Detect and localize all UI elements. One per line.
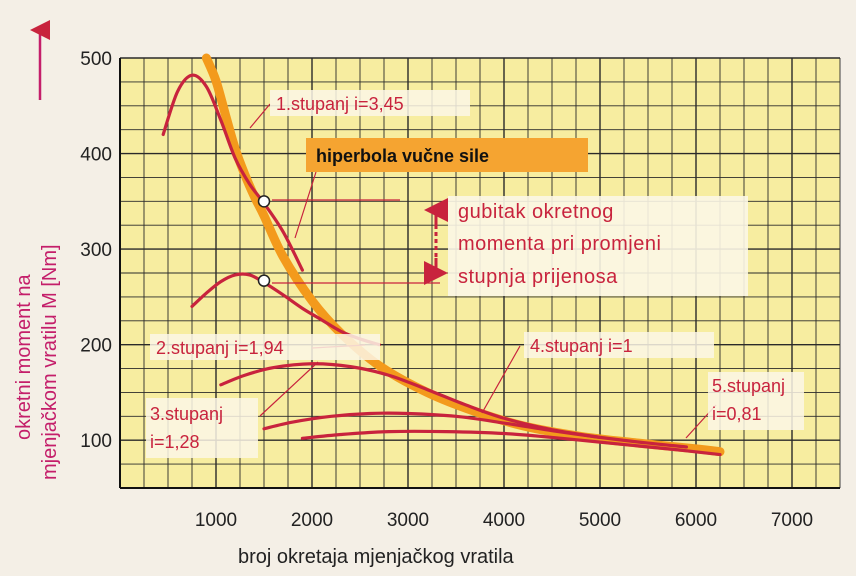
y-tick-label: 300 bbox=[80, 240, 112, 261]
gear3-label-line1: 3.stupanj bbox=[150, 404, 223, 424]
x-tick-label: 2000 bbox=[291, 510, 333, 531]
gear-curve-1 bbox=[161, 73, 304, 272]
gear-curve-4 bbox=[262, 411, 688, 449]
y-axis-label-line1: okretni moment na bbox=[13, 273, 35, 440]
gear2-label-bg bbox=[150, 334, 380, 360]
gear5-label-line2: i=0,81 bbox=[712, 404, 762, 424]
x-tick-label: 5000 bbox=[579, 510, 621, 531]
y-tick-label: 100 bbox=[80, 431, 112, 452]
gap-annotation-bg bbox=[448, 196, 748, 296]
y-tick-label: 400 bbox=[80, 145, 112, 166]
gear5-label-bg bbox=[708, 372, 804, 430]
gear-curve-3 bbox=[219, 362, 602, 439]
leader-gear4 bbox=[481, 345, 521, 414]
x-tick-labels: 1000 2000 3000 4000 5000 6000 7000 bbox=[195, 510, 813, 531]
axes bbox=[119, 58, 840, 489]
hyperbola-label-bg bbox=[306, 138, 588, 172]
y-axis-label-line2: mjenjačkom vratilu M [Nm] bbox=[39, 244, 61, 480]
gear4-label: 4.stupanj i=1 bbox=[530, 336, 633, 356]
gear2-label: 2.stupanj i=1,94 bbox=[156, 338, 284, 358]
gear-curve-2 bbox=[190, 272, 381, 347]
leader-gear3 bbox=[259, 361, 319, 417]
shift-point-marker-1 bbox=[257, 195, 271, 208]
y-tick-label: 200 bbox=[80, 336, 112, 357]
gap-text-line3: stupnja prijenosa bbox=[458, 266, 618, 288]
gap-text-line2: momenta pri promjeni bbox=[458, 233, 661, 255]
shift-point-marker-2 bbox=[257, 274, 271, 287]
gear1-label-bg bbox=[270, 90, 470, 116]
gear3-label-line2: i=1,28 bbox=[150, 432, 200, 452]
y-tick-labels: 100 200 300 400 500 bbox=[80, 49, 112, 452]
x-tick-label: 4000 bbox=[483, 510, 525, 531]
x-tick-label: 7000 bbox=[771, 510, 813, 531]
gear3-label-bg bbox=[146, 398, 258, 458]
y-tick-label: 500 bbox=[80, 49, 112, 70]
x-axis-label: broj okretaja mjenjačkog vratila bbox=[238, 546, 515, 568]
hyperbola-curve bbox=[201, 53, 725, 457]
x-tick-label: 1000 bbox=[195, 510, 237, 531]
series-layer bbox=[161, 53, 725, 457]
gear1-label: 1.stupanj i=3,45 bbox=[276, 94, 404, 114]
gear-curve-5 bbox=[300, 429, 722, 457]
gear4-label-bg bbox=[524, 332, 714, 358]
hyperbola-label: hiperbola vučne sile bbox=[316, 146, 489, 166]
x-tick-label: 6000 bbox=[675, 510, 717, 531]
leader-hyperbola bbox=[294, 171, 317, 239]
gap-text-line1: gubitak okretnog bbox=[458, 201, 614, 223]
leader-gear1 bbox=[249, 103, 271, 129]
gear5-label-line1: 5.stupanj bbox=[712, 376, 785, 396]
x-tick-label: 3000 bbox=[387, 510, 429, 531]
